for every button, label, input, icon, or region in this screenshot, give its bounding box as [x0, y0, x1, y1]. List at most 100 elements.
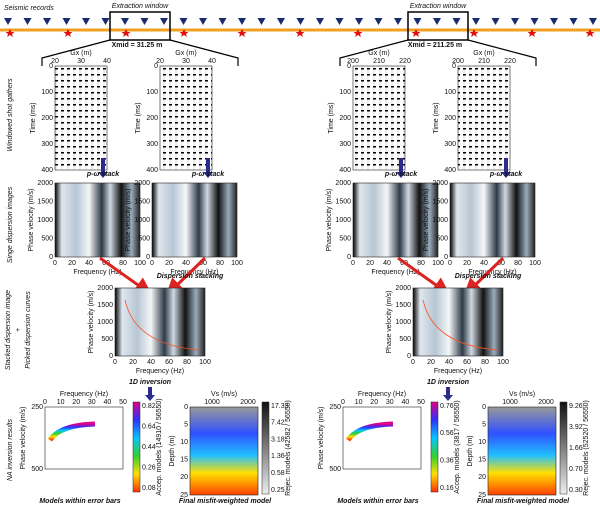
y-tick-label: 0 [452, 63, 456, 70]
x-tick-label: 20 [366, 260, 374, 267]
x-tick-label: 0 [43, 399, 47, 406]
extraction-window [109, 11, 171, 41]
x-tick-label: 200 [347, 58, 359, 65]
x-tick-label: 20 [165, 260, 173, 267]
colorbar [261, 401, 270, 495]
x-axis-label: Vs (m/s) [509, 391, 535, 398]
y-tick-label: 15 [478, 457, 486, 464]
x-tick-label: 1000 [502, 399, 518, 406]
receiver [4, 18, 12, 25]
stack-label: p-ω stack [384, 171, 418, 178]
x-tick-label: 30 [77, 58, 85, 65]
colorbar [132, 401, 141, 493]
receiver [101, 18, 110, 25]
stack-arrow [206, 158, 210, 172]
y-tick-label: 300 [339, 141, 351, 148]
panel [159, 65, 213, 171]
y-tick-label: 2000 [134, 180, 150, 187]
source [5, 29, 15, 37]
y-axis-label: Time (ms) [433, 102, 440, 133]
x-tick-label: 40 [402, 399, 410, 406]
row-label: Singe dispersion images [7, 186, 14, 263]
y-tick-label: 250 [31, 404, 43, 411]
y-tick-label: 200 [339, 115, 351, 122]
receiver [413, 18, 422, 25]
stacking-arrow [397, 256, 451, 296]
source [585, 29, 595, 37]
row-label: Picked dispersion curves [25, 291, 32, 369]
x-tick-label: 80 [216, 260, 224, 267]
window-label: Extraction window [112, 3, 169, 10]
colorbar-tick: 0.58 [271, 470, 285, 477]
receiver [199, 18, 207, 25]
colorbar-tick: 0.44 [142, 444, 156, 451]
y-tick-label: 20 [478, 474, 486, 481]
row-label: Stacked dispersion image [5, 290, 12, 370]
x-tick-label: 10 [57, 399, 65, 406]
x-axis-label: Frequency (Hz) [136, 368, 184, 375]
caption: Models within error bars [39, 498, 120, 505]
stacking-arrow [165, 256, 207, 297]
panel [352, 65, 406, 171]
caption: Final misfit-weighted model [477, 498, 570, 505]
colorbar-tick: 0.76 [440, 403, 454, 410]
colorbar-tick: 0.70 [569, 466, 583, 473]
y-tick-label: 0 [109, 353, 113, 360]
inversion-arrow-head [145, 395, 155, 401]
y-tick-label: 0 [49, 63, 53, 70]
y-axis-label: Phase velocity (m/s) [88, 290, 95, 353]
inversion-arrow [148, 387, 152, 395]
stack-arrow [504, 158, 508, 172]
y-axis-label: Depth (m) [169, 435, 176, 466]
x-tick-label: 20 [72, 399, 80, 406]
x-tick-label: 60 [497, 260, 505, 267]
stack-arrow-head [396, 172, 406, 178]
x-tick-label: 40 [85, 260, 93, 267]
y-tick-label: 1000 [335, 217, 351, 224]
x-tick-label: 100 [497, 359, 509, 366]
y-tick-label: 2000 [432, 180, 448, 187]
y-tick-label: 500 [339, 235, 351, 242]
x-tick-label: 40 [480, 260, 488, 267]
xmid-label: Xmid = 211.25 m [408, 42, 462, 49]
y-tick-label: 250 [329, 404, 341, 411]
x-axis-label: Frequency (Hz) [170, 269, 218, 276]
colorbar-tick: 0.16 [440, 485, 454, 492]
panel [412, 287, 504, 357]
y-tick-label: 200 [41, 115, 53, 122]
x-tick-label: 20 [68, 260, 76, 267]
bracket [41, 39, 239, 66]
y-tick-label: 1000 [134, 217, 150, 224]
picked-curve [124, 299, 201, 351]
x-tick-label: 210 [478, 58, 490, 65]
y-tick-label: 0 [184, 404, 188, 411]
receiver [569, 18, 578, 25]
x-tick-label: 20 [156, 58, 164, 65]
x-tick-label: 20 [427, 359, 435, 366]
y-axis-label: Phase velocity (m/s) [28, 188, 35, 251]
y-tick-label: 400 [146, 167, 158, 174]
receiver [355, 18, 363, 25]
receiver [452, 18, 461, 25]
receiver [589, 18, 597, 25]
colorbar-tick: 1.36 [271, 453, 285, 460]
y-tick-label: 500 [101, 336, 113, 343]
x-tick-label: 220 [504, 58, 516, 65]
x-tick-label: 60 [165, 359, 173, 366]
source [63, 29, 73, 37]
y-tick-label: 1000 [97, 319, 113, 326]
receiver [179, 18, 188, 25]
stacking-label: Dispersion stacking [455, 273, 522, 280]
y-tick-label: 100 [146, 89, 158, 96]
y-tick-label: 15 [180, 457, 188, 464]
x-tick-label: 0 [150, 260, 154, 267]
y-tick-label: 100 [339, 89, 351, 96]
receiver [374, 18, 383, 25]
x-tick-label: 10 [355, 399, 363, 406]
y-tick-label: 5 [184, 421, 188, 428]
x-axis-label: Frequency (Hz) [60, 391, 108, 398]
y-axis-label: Phase velocity (m/s) [318, 406, 325, 469]
y-tick-label: 0 [49, 254, 53, 261]
inversion-arrow [446, 387, 450, 395]
y-tick-label: 300 [146, 141, 158, 148]
